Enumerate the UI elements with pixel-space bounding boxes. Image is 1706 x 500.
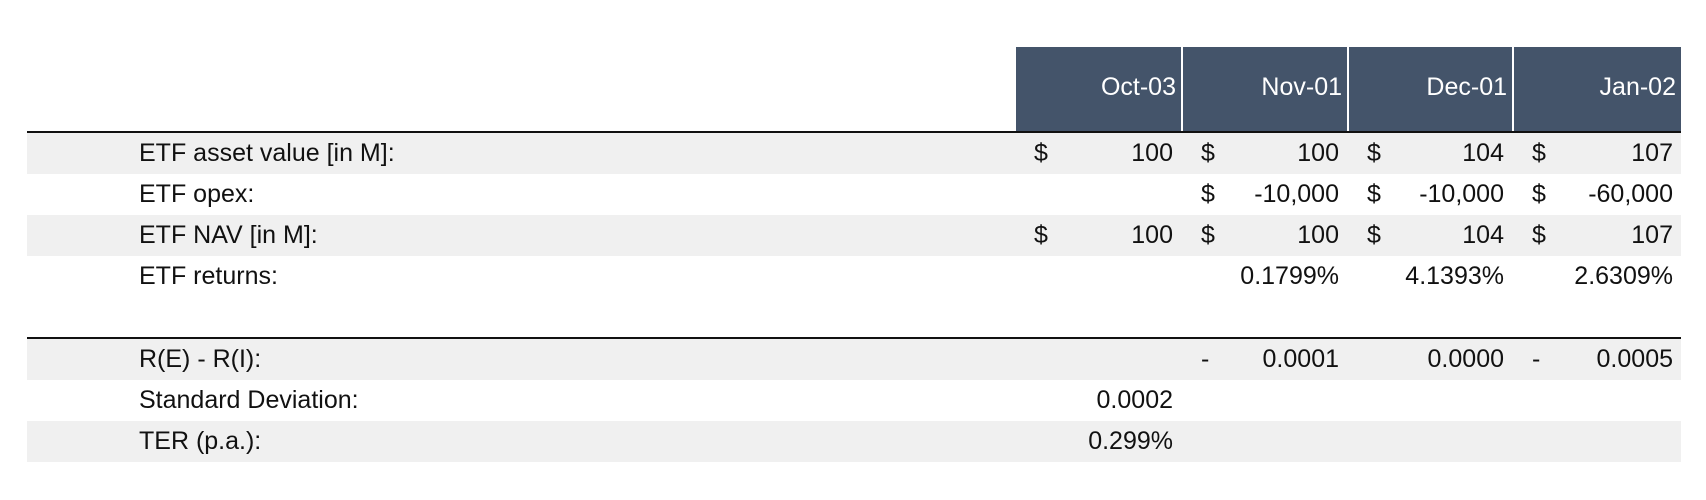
row-label: ETF asset value [in M]: bbox=[139, 139, 395, 167]
cell: $100 bbox=[1016, 133, 1181, 174]
cell-value: 0.0001 bbox=[1262, 345, 1339, 373]
cell-value: -60,000 bbox=[1588, 180, 1673, 208]
column-header: Jan-02 bbox=[1514, 47, 1681, 132]
cell: $104 bbox=[1349, 215, 1512, 256]
cell: - 0.0005 bbox=[1514, 339, 1681, 380]
cell-value: 0.0005 bbox=[1596, 345, 1673, 373]
section-rule bbox=[27, 131, 1681, 133]
cell-value: 0.0000 bbox=[1427, 345, 1504, 373]
cell: $100 bbox=[1183, 215, 1347, 256]
cell-prefix: $ bbox=[1201, 180, 1215, 208]
cell-prefix: - bbox=[1532, 345, 1541, 373]
column-header: Dec-01 bbox=[1349, 47, 1512, 132]
cell-value: 100 bbox=[1297, 139, 1339, 167]
cell: 0.1799% bbox=[1183, 256, 1347, 297]
cell: $ -60,000 bbox=[1514, 174, 1681, 215]
cell: $107 bbox=[1514, 215, 1681, 256]
cell: $ -10,000 bbox=[1183, 174, 1347, 215]
cell-value: 4.1393% bbox=[1405, 262, 1504, 290]
cell-value: -10,000 bbox=[1254, 180, 1339, 208]
cell-prefix: $ bbox=[1532, 139, 1546, 167]
cell-prefix: $ bbox=[1367, 139, 1381, 167]
cell-value: 100 bbox=[1297, 221, 1339, 249]
cell-prefix: $ bbox=[1201, 221, 1215, 249]
cell: $104 bbox=[1349, 133, 1512, 174]
cell-value: 2.6309% bbox=[1574, 262, 1673, 290]
cell: 0.0000 bbox=[1349, 339, 1512, 380]
cell: $107 bbox=[1514, 133, 1681, 174]
cell-prefix: $ bbox=[1367, 221, 1381, 249]
cell: $100 bbox=[1183, 133, 1347, 174]
row: TER (p.a.): 0.299% bbox=[27, 421, 1681, 462]
cell: 0.0002 bbox=[1016, 380, 1181, 421]
cell-prefix: $ bbox=[1532, 221, 1546, 249]
row-label: ETF NAV [in M]: bbox=[139, 221, 318, 249]
cell-prefix: $ bbox=[1367, 180, 1381, 208]
section-rule bbox=[27, 337, 1681, 339]
row-label: ETF opex: bbox=[139, 180, 255, 208]
column-header: Nov-01 bbox=[1183, 47, 1347, 132]
cell-value: 104 bbox=[1462, 139, 1504, 167]
cell: - 0.0001 bbox=[1183, 339, 1347, 380]
cell-value: 104 bbox=[1462, 221, 1504, 249]
cell: 0.299% bbox=[1016, 421, 1181, 462]
cell: 4.1393% bbox=[1349, 256, 1512, 297]
row: R(E) - R(I): -0.0001 0.0000-0.0005 bbox=[27, 339, 1681, 380]
cell-prefix: $ bbox=[1532, 180, 1546, 208]
cell-value: -10,000 bbox=[1419, 180, 1504, 208]
row: ETF returns: 0.1799% 4.1393% 2.6309% bbox=[27, 256, 1681, 297]
cell: 2.6309% bbox=[1514, 256, 1681, 297]
row: Standard Deviation: 0.0002 bbox=[27, 380, 1681, 421]
cell-prefix: $ bbox=[1201, 139, 1215, 167]
cell-prefix: $ bbox=[1034, 139, 1048, 167]
cell-value: 0.299% bbox=[1088, 427, 1173, 455]
row-label: Standard Deviation: bbox=[139, 386, 359, 414]
cell-value: 107 bbox=[1631, 139, 1673, 167]
cell-value: 100 bbox=[1131, 221, 1173, 249]
cell-prefix: - bbox=[1201, 345, 1210, 373]
row-label: R(E) - R(I): bbox=[139, 345, 262, 373]
row: ETF asset value [in M]: $100 $100 $104 $107 bbox=[27, 133, 1681, 174]
row-label: ETF returns: bbox=[139, 262, 278, 290]
row: ETF opex: $ -10,000 $ -10,000 $ -60,000 bbox=[27, 174, 1681, 215]
cell-value: 0.1799% bbox=[1240, 262, 1339, 290]
row: ETF NAV [in M]: $100 $100 $104 $107 bbox=[27, 215, 1681, 256]
cell-value: 0.0002 bbox=[1096, 386, 1173, 414]
cell-value: 107 bbox=[1631, 221, 1673, 249]
cell: $ -10,000 bbox=[1349, 174, 1512, 215]
cell-prefix: $ bbox=[1034, 221, 1048, 249]
row-label: TER (p.a.): bbox=[139, 427, 262, 455]
column-header: Oct-03 bbox=[1016, 47, 1181, 132]
cell: $100 bbox=[1016, 215, 1181, 256]
cell-value: 100 bbox=[1131, 139, 1173, 167]
